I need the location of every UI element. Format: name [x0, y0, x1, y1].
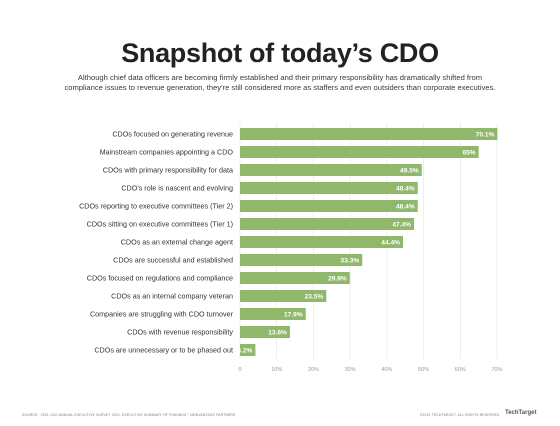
techtarget-logo: TechTarget — [505, 410, 537, 416]
data-label: 33.3% — [341, 257, 360, 264]
data-label: 70.1% — [476, 131, 495, 138]
bar — [240, 236, 404, 248]
x-tick-label: 20% — [308, 367, 319, 373]
bar — [240, 326, 290, 338]
copyright-note: ©2021 TECHTARGET. ALL RIGHTS RESERVED — [420, 413, 500, 417]
data-label: 13.6% — [268, 329, 287, 336]
category-label: Companies are struggling with CDO turnov… — [90, 310, 234, 319]
chart-subtitle: Although chief data officers are becomin… — [64, 73, 496, 93]
category-label: CDOs focused on generating revenue — [112, 130, 233, 139]
x-tick-label: 70% — [491, 367, 502, 373]
category-label: CDOs are successful and established — [113, 256, 233, 265]
bar — [240, 290, 327, 302]
category-label: CDOs with revenue responsibility — [127, 328, 233, 337]
bar — [240, 344, 256, 356]
bar — [240, 128, 498, 140]
chart-title: Snapshot of today’s CDO — [121, 38, 439, 68]
category-label: CDO's role is nascent and evolving — [121, 184, 233, 193]
category-label: CDOs are unnecessary or to be phased out — [94, 346, 233, 355]
x-tick-label: 50% — [418, 367, 429, 373]
category-label: CDOs as an external change agent — [121, 238, 233, 247]
bar — [240, 254, 363, 266]
x-tick-label: 60% — [455, 367, 466, 373]
bar — [240, 182, 418, 194]
category-label: CDOs with primary responsibility for dat… — [103, 166, 233, 175]
category-label: Mainstream companies appointing a CDO — [100, 148, 234, 157]
data-label: 48.4% — [396, 185, 415, 192]
x-tick-label: 0 — [238, 367, 241, 373]
data-label: 49.5% — [400, 167, 419, 174]
data-label: 4.2% — [237, 347, 252, 354]
x-tick-label: 10% — [271, 367, 282, 373]
bar — [240, 146, 479, 158]
bar — [240, 308, 306, 320]
bar — [240, 164, 422, 176]
data-label: 44.4% — [381, 239, 400, 246]
data-label: 23.5% — [305, 293, 324, 300]
category-label: CDOs focused on regulations and complian… — [87, 274, 233, 283]
data-label: 17.9% — [284, 311, 303, 318]
source-note: SOURCE: “2021 CDO ANNUAL EXECUTIVE SURVE… — [22, 413, 236, 417]
data-label: 47.4% — [392, 221, 411, 228]
category-label: CDOs as an internal company veteran — [111, 292, 233, 301]
x-tick-label: 40% — [381, 367, 392, 373]
data-label: 29.9% — [328, 275, 347, 282]
category-label: CDOs reporting to executive committees (… — [79, 202, 233, 211]
data-label: 48.4% — [396, 203, 415, 210]
category-label: CDOs sitting on executive committees (Ti… — [87, 220, 233, 229]
data-label: 65% — [462, 149, 475, 156]
bar — [240, 272, 350, 284]
bar — [240, 200, 418, 212]
bar — [240, 218, 415, 230]
x-tick-label: 30% — [345, 367, 356, 373]
